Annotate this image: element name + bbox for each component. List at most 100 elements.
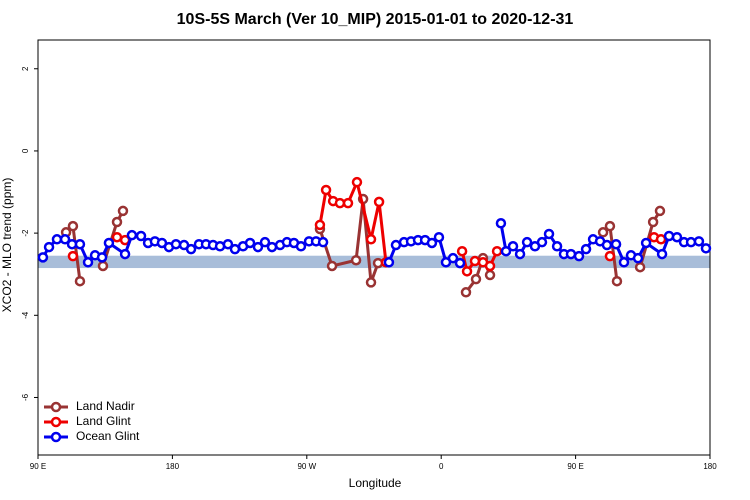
point — [119, 248, 131, 260]
point — [654, 205, 666, 217]
point — [632, 252, 644, 264]
point — [43, 241, 55, 253]
point — [59, 234, 71, 245]
x-tick-label: 90 E — [30, 462, 46, 471]
point — [514, 248, 526, 260]
point — [74, 238, 86, 250]
point — [103, 237, 115, 249]
legend-label: Land Glint — [76, 414, 131, 428]
point — [67, 220, 79, 232]
point — [640, 237, 652, 249]
point — [495, 218, 507, 229]
point — [37, 252, 49, 263]
point — [259, 236, 271, 248]
point — [426, 237, 438, 249]
point — [82, 257, 94, 268]
point — [170, 238, 182, 250]
point — [373, 196, 385, 208]
point — [507, 241, 519, 252]
point — [470, 273, 482, 285]
point — [244, 237, 256, 249]
point — [611, 275, 623, 287]
point — [460, 287, 472, 298]
point — [295, 241, 307, 252]
point — [610, 238, 622, 250]
point — [656, 248, 668, 260]
point — [326, 260, 338, 272]
point — [383, 257, 395, 268]
x-tick-label: 90 W — [297, 462, 316, 471]
point — [390, 239, 402, 251]
legend-marker — [50, 416, 62, 428]
point — [222, 238, 234, 250]
point — [634, 261, 646, 273]
x-tick-label: 0 — [439, 462, 444, 471]
point — [185, 243, 197, 255]
x-tick-label: 90 E — [567, 462, 583, 471]
point — [604, 220, 616, 232]
point — [663, 230, 675, 242]
point — [454, 257, 466, 269]
point — [597, 227, 609, 238]
point — [655, 234, 667, 245]
point — [543, 228, 555, 240]
y-tick-label: -4 — [21, 311, 30, 319]
legend-marker — [50, 431, 62, 443]
point — [601, 239, 613, 251]
point — [484, 269, 496, 281]
point — [500, 245, 512, 257]
point — [74, 275, 86, 287]
y-axis-label: XCO2 - MLO trend (ppm) — [0, 178, 14, 313]
chart-title: 10S-5S March (Ver 10_MIP) 2015-01-01 to … — [177, 11, 574, 28]
point — [351, 176, 363, 188]
point — [447, 252, 459, 264]
point — [484, 260, 496, 272]
point — [365, 234, 377, 245]
legend-label: Ocean Glint — [76, 429, 140, 443]
point — [135, 230, 147, 242]
point — [693, 236, 705, 247]
point — [461, 266, 473, 277]
point — [229, 243, 241, 255]
point — [314, 219, 326, 231]
legend-label: Land Nadir — [76, 399, 135, 413]
point — [536, 236, 548, 248]
point — [647, 216, 659, 228]
point — [604, 250, 616, 262]
point — [67, 250, 79, 262]
point — [252, 241, 264, 253]
point — [51, 234, 63, 245]
point — [469, 255, 481, 267]
point — [334, 197, 346, 209]
point — [618, 257, 630, 268]
point — [317, 236, 329, 248]
point — [96, 252, 108, 263]
legend-marker — [50, 401, 62, 413]
x-tick-label: 180 — [703, 462, 717, 471]
point — [433, 231, 445, 243]
point — [365, 277, 377, 288]
point — [126, 229, 138, 241]
y-tick-label: -2 — [21, 229, 30, 237]
point — [320, 184, 332, 196]
point — [580, 243, 592, 255]
point — [521, 236, 533, 248]
point — [456, 245, 468, 257]
point — [111, 216, 123, 228]
x-axis-label: Longitude — [349, 476, 402, 490]
point — [565, 248, 577, 260]
y-tick-label: 0 — [21, 148, 30, 153]
point — [551, 241, 563, 252]
point — [700, 243, 712, 254]
point — [97, 260, 109, 272]
point — [350, 254, 362, 266]
y-tick-label: 2 — [21, 66, 30, 71]
point — [342, 197, 354, 209]
point — [491, 245, 503, 257]
point — [573, 250, 585, 262]
x-tick-label: 180 — [166, 462, 180, 471]
point — [671, 231, 683, 243]
point — [266, 241, 278, 253]
point — [117, 205, 129, 217]
